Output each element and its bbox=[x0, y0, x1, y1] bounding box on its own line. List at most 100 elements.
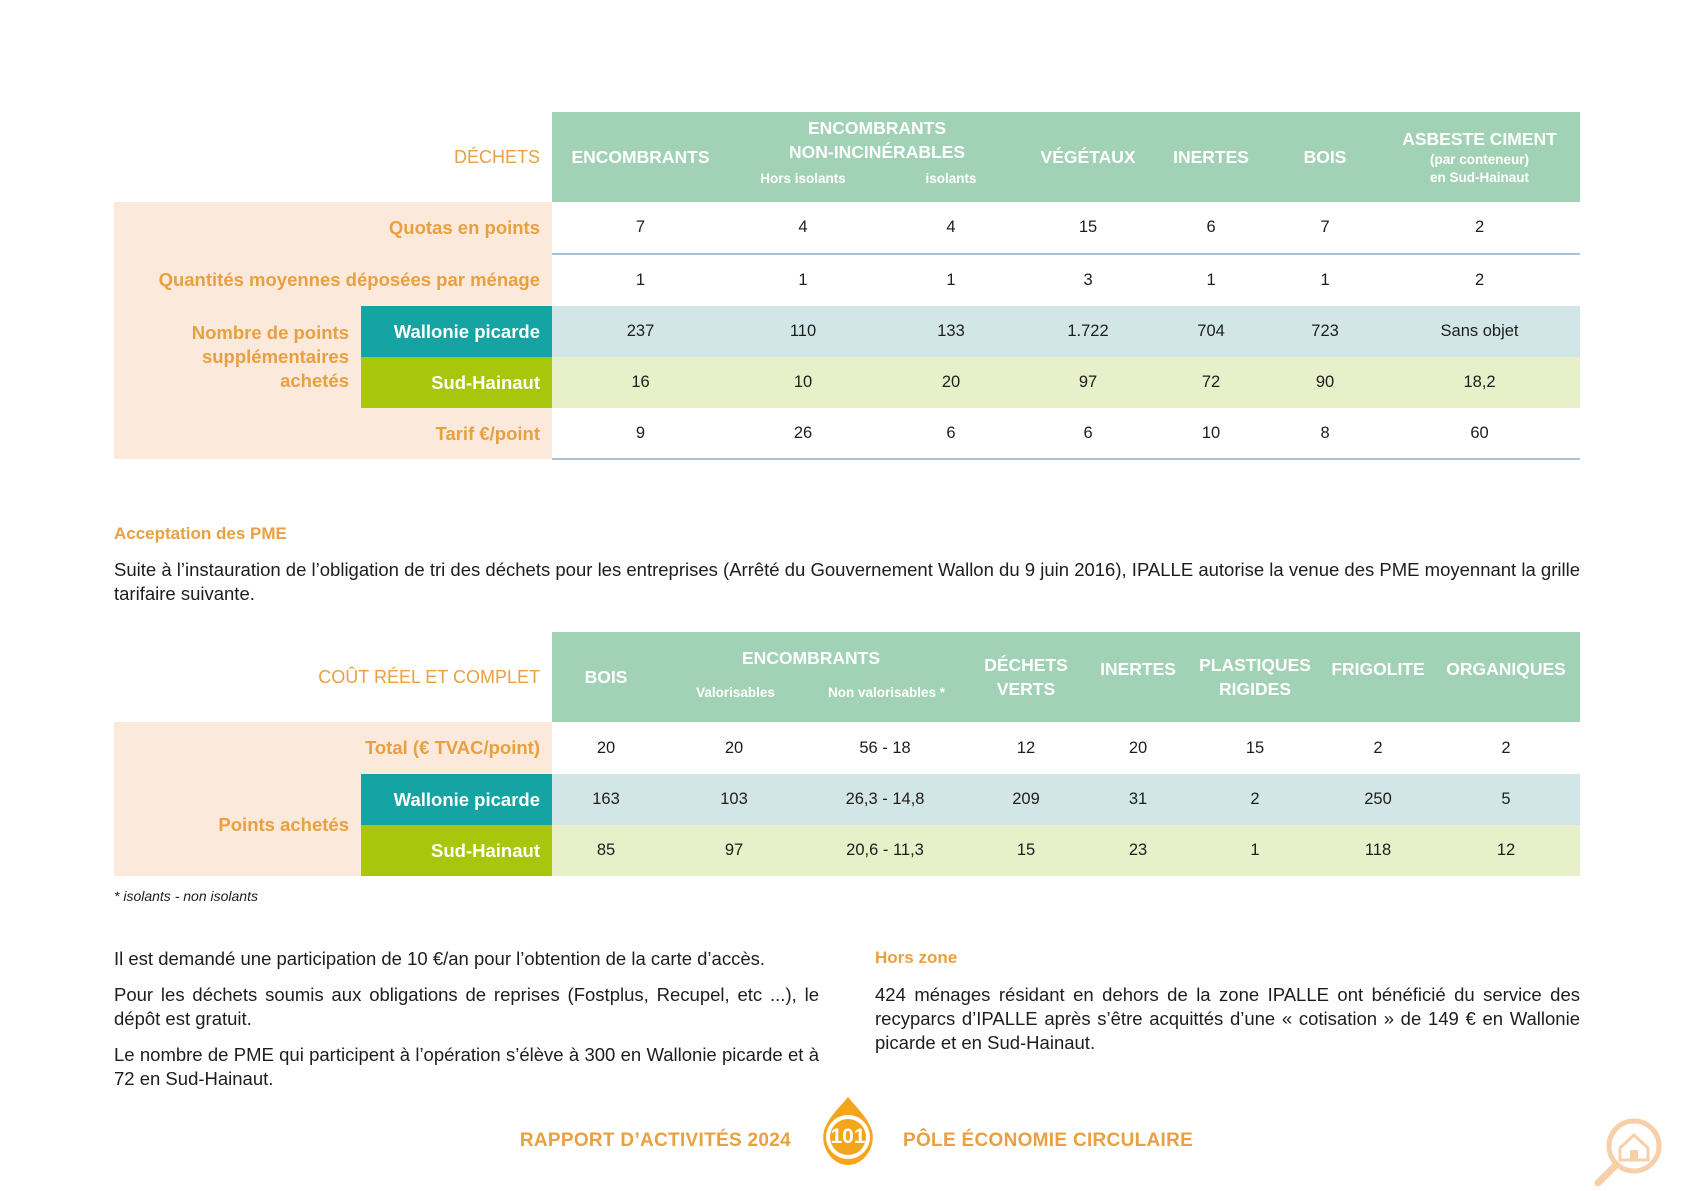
col-header-organiques: ORGANIQUES bbox=[1432, 632, 1581, 722]
col-header-encombrants: ENCOMBRANTS bbox=[552, 112, 730, 202]
region-label-sud-hainaut: Sud-Hainaut bbox=[361, 825, 552, 876]
pme-cost-table: COÛT RÉEL ET COMPLET BOIS ENCOMBRANTS Va… bbox=[114, 632, 1581, 876]
table-cell: 26,3 - 14,8 bbox=[808, 774, 963, 825]
col-header-bois: BOIS bbox=[552, 632, 660, 722]
table-cell: 4 bbox=[729, 202, 878, 255]
table-cell: 6 bbox=[1025, 408, 1152, 460]
table-cell: 110 bbox=[729, 306, 878, 357]
footer-report-title: RAPPORT D’ACTIVITÉS 2024 bbox=[519, 1130, 791, 1151]
table-cell: 2 bbox=[1474, 271, 1485, 289]
col-header-vegetaux: VÉGÉTAUX bbox=[1025, 112, 1152, 202]
col-header-inertes: INERTES bbox=[1151, 112, 1272, 202]
table2-corner-label: COÛT RÉEL ET COMPLET bbox=[318, 666, 540, 687]
table-row: Quantités moyennes déposées par ménage 1… bbox=[114, 254, 1580, 306]
row-label-tarif: Tarif €/point bbox=[114, 408, 553, 459]
col-header-plastiques: PLASTIQUES RIGIDES bbox=[1186, 632, 1325, 722]
page-number: 101 bbox=[830, 1125, 866, 1148]
table-cell: 1 bbox=[635, 271, 646, 289]
subheader-isolants: isolants bbox=[925, 171, 977, 186]
table-cell: 20 bbox=[1128, 738, 1148, 757]
table-cell: 704 bbox=[1151, 306, 1272, 357]
table-cell: 1 bbox=[1320, 271, 1330, 289]
table-cell: 723 bbox=[1271, 306, 1380, 357]
table-cell: 97 bbox=[1025, 357, 1152, 408]
table-cell: 20 bbox=[724, 738, 744, 757]
table-cell: 209 bbox=[962, 774, 1091, 825]
table1-corner-label: DÉCHETS bbox=[454, 146, 541, 167]
left-paragraph-3: Le nombre de PME qui participent à l’opé… bbox=[114, 1044, 819, 1089]
col-header-inertes: INERTES bbox=[1090, 632, 1187, 722]
right-paragraph-1: 424 ménages résidant en dehors de la zon… bbox=[875, 984, 1580, 1053]
table-cell: 12 bbox=[1016, 738, 1036, 757]
footer-section-title: PÔLE ÉCONOMIE CIRCULAIRE bbox=[903, 1130, 1194, 1151]
region-label-wallonie: Wallonie picarde bbox=[361, 306, 553, 357]
subheader-hors-isolants: Hors isolants bbox=[760, 171, 846, 186]
col-header-bois: BOIS bbox=[1271, 112, 1380, 202]
table-cell: 6 bbox=[1151, 202, 1272, 255]
table-cell: 133 bbox=[877, 306, 1026, 357]
table-cell: 90 bbox=[1271, 357, 1380, 408]
table-cell: 15 bbox=[962, 825, 1091, 876]
table-row: Quotas en points 7 4 4 15 6 7 2 bbox=[114, 202, 1581, 255]
subheader-non-valorisables: Non valorisables * bbox=[828, 685, 946, 700]
magnifier-house-icon[interactable] bbox=[1590, 1110, 1666, 1187]
table-row: Tarif €/point 9 26 6 6 10 8 60 bbox=[114, 408, 1581, 460]
section-intro: Suite à l’instauration de l’obligation d… bbox=[114, 559, 1580, 604]
quota-table: DÉCHETS ENCOMBRANTS ENCOMBRANTS NON-INCI… bbox=[114, 112, 1581, 460]
table-row: Points achetés Wallonie picarde 163 103 … bbox=[114, 774, 1581, 876]
right-column-title: Hors zone bbox=[875, 948, 958, 967]
section-title-pme: Acceptation des PME bbox=[114, 524, 287, 543]
table-cell: 2 bbox=[1379, 202, 1581, 255]
table-cell: Sans objet bbox=[1379, 306, 1581, 357]
table-cell: 2 bbox=[1186, 774, 1325, 825]
region-label-sud-hainaut: Sud-Hainaut bbox=[361, 357, 553, 408]
table-row: Total (€ TVAC/point) 20 20 56 - 18 12 20… bbox=[114, 722, 1580, 774]
table-row: Nombre de points supplémentaires achetés… bbox=[114, 306, 1581, 408]
table-cell: 5 bbox=[1432, 774, 1581, 825]
table-cell: 1.722 bbox=[1025, 306, 1152, 357]
left-paragraph-2: Pour les déchets soumis aux obligations … bbox=[114, 984, 819, 1029]
table-cell: 85 bbox=[552, 825, 660, 876]
table-cell: 23 bbox=[1090, 825, 1187, 876]
row-label-quantites: Quantités moyennes déposées par ménage bbox=[114, 254, 553, 306]
table-row: Sud-Hainaut 85 97 20,6 - 11,3 15 23 1 11… bbox=[114, 825, 1581, 876]
table-cell: 1 bbox=[1186, 825, 1325, 876]
table-cell: 2 bbox=[1501, 738, 1511, 757]
row-label-points-achetes: Points achetés bbox=[114, 774, 361, 876]
drop-badge-icon: 101 bbox=[810, 1095, 886, 1171]
table-cell: 15 bbox=[1025, 202, 1152, 255]
table-cell: 118 bbox=[1324, 825, 1433, 876]
table-cell: 20,6 - 11,3 bbox=[808, 825, 963, 876]
table-cell: 1 bbox=[946, 271, 956, 289]
table-cell: 8 bbox=[1271, 408, 1380, 460]
row-label-total: Total (€ TVAC/point) bbox=[114, 722, 552, 774]
table-cell: 16 bbox=[552, 357, 730, 408]
col-header-encombrants: ENCOMBRANTS Valorisables Non valorisable… bbox=[660, 632, 963, 722]
table-cell: 12 bbox=[1432, 825, 1581, 876]
table-cell: 7 bbox=[552, 202, 730, 255]
table-cell: 97 bbox=[660, 825, 808, 876]
row-label-points-supplementaires: Nombre de points supplémentaires achetés bbox=[114, 306, 361, 408]
col-header-asbeste: ASBESTE CIMENT (par conteneur) en Sud-Ha… bbox=[1379, 112, 1581, 202]
col-header-frigolite: FRIGOLITE bbox=[1324, 632, 1433, 722]
table-cell: 163 bbox=[552, 774, 660, 825]
table-cell: 9 bbox=[552, 408, 730, 460]
table-row: Sud-Hainaut 16 10 20 97 72 90 18,2 bbox=[114, 357, 1581, 408]
table-cell: 6 bbox=[877, 408, 1026, 460]
table-cell: 1 bbox=[798, 271, 808, 289]
table-cell: 103 bbox=[660, 774, 808, 825]
table-cell: 7 bbox=[1271, 202, 1380, 255]
table-cell: 4 bbox=[877, 202, 1026, 255]
table-cell: 20 bbox=[877, 357, 1026, 408]
table-cell: 18,2 bbox=[1379, 357, 1581, 408]
table-cell: 2 bbox=[1373, 738, 1383, 757]
table-cell: 56 - 18 bbox=[859, 738, 911, 757]
table-cell: 20 bbox=[596, 738, 616, 757]
table-cell: 15 bbox=[1245, 738, 1265, 757]
table-cell: 10 bbox=[729, 357, 878, 408]
table-cell: 250 bbox=[1324, 774, 1433, 825]
subheader-valorisables: Valorisables bbox=[696, 685, 775, 700]
table-cell: 10 bbox=[1151, 408, 1272, 460]
col-header-non-incinerables: ENCOMBRANTS NON-INCINÉRABLES Hors isolan… bbox=[729, 112, 1026, 202]
region-label-wallonie: Wallonie picarde bbox=[361, 774, 552, 825]
